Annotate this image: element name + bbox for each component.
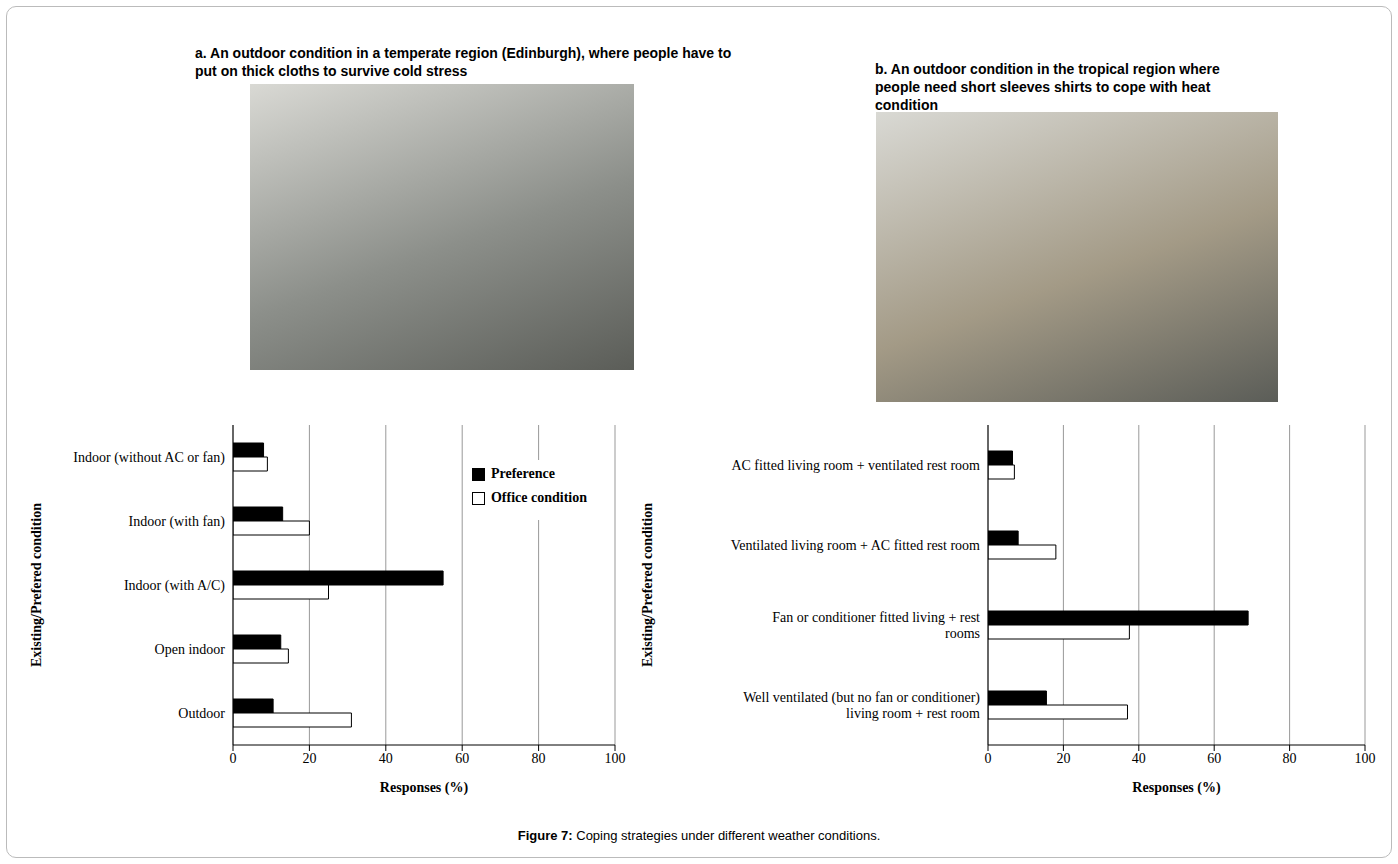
svg-text:80: 80 — [532, 751, 546, 766]
svg-text:Open indoor: Open indoor — [155, 642, 226, 657]
svg-text:80: 80 — [1283, 751, 1297, 766]
html-text:Existing/Prefered condition: Existing/Prefered condition — [640, 503, 655, 667]
svg-text:20: 20 — [1056, 751, 1070, 766]
svg-text:100: 100 — [1355, 751, 1376, 766]
svg-text:0: 0 — [985, 751, 992, 766]
svg-text:60: 60 — [455, 751, 469, 766]
svg-text:Outdoor: Outdoor — [178, 706, 225, 721]
svg-text:100: 100 — [605, 751, 626, 766]
svg-text:Responses (%): Responses (%) — [1132, 780, 1221, 796]
svg-text:Well ventilated (but no fan or: Well ventilated (but no fan or condition… — [743, 690, 980, 721]
svg-text:Indoor (with A/C): Indoor (with A/C) — [124, 578, 225, 594]
html-text:Preference: Preference — [491, 466, 555, 481]
svg-text:0: 0 — [230, 751, 237, 766]
svg-text:Indoor (without AC or fan): Indoor (without AC or fan) — [73, 450, 225, 466]
html-text:Figure 7: Coping strategies un: Figure 7: Coping strategies under differ… — [517, 828, 881, 843]
svg-text:20: 20 — [302, 751, 316, 766]
html-text:Existing/Prefered condition: Existing/Prefered condition — [29, 503, 44, 667]
svg-text:60: 60 — [1207, 751, 1221, 766]
svg-text:Responses (%): Responses (%) — [380, 780, 469, 796]
html-text:Office condition: Office condition — [491, 490, 587, 505]
html-text:a. An outdoor condition in a t: a. An outdoor condition in a temperate r… — [195, 45, 732, 79]
svg-text:40: 40 — [379, 751, 393, 766]
svg-text:Indoor (with fan): Indoor (with fan) — [129, 514, 226, 530]
svg-text:AC fitted living room + ventil: AC fitted living room + ventilated rest … — [731, 458, 980, 473]
html-text:b. An outdoor condition in the: b. An outdoor condition in the tropical … — [875, 61, 1220, 113]
svg-text:Fan or conditioner fitted livi: Fan or conditioner fitted living + restr… — [772, 610, 980, 641]
svg-text:40: 40 — [1132, 751, 1146, 766]
svg-text:Ventilated living room + AC fi: Ventilated living room + AC fitted rest … — [731, 538, 980, 553]
